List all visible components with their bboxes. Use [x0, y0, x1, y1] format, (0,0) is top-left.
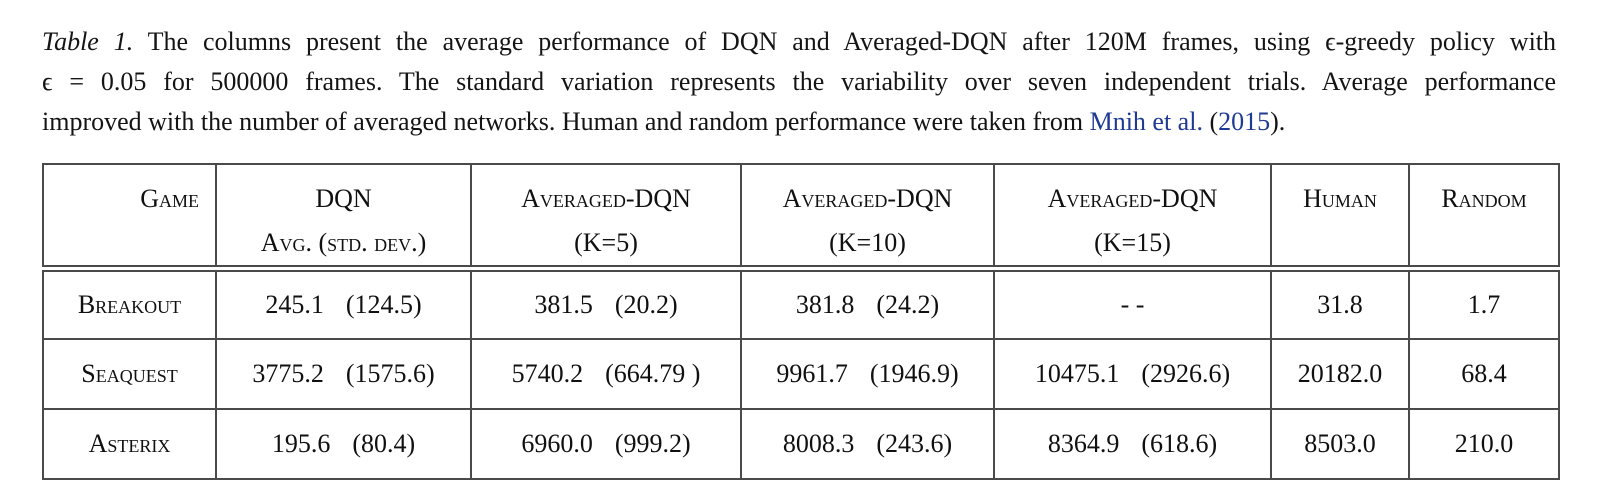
table-caption: Table 1. The columns present the average…	[42, 22, 1556, 142]
avg-value: 8364.9	[1047, 428, 1120, 458]
avg-value: 195.6	[271, 428, 331, 458]
results-table: Game DQN Avg. (std. dev.) Averaged-DQN (K=…	[42, 163, 1560, 480]
game-name-cell: Breakout	[42, 267, 217, 340]
adqn-k10-score-cell: 9961.7 (1946.9)	[740, 337, 995, 410]
table-row-breakout: Breakout 245.1 (124.5) 381.5 (20.2) 381.8 (…	[42, 267, 1560, 340]
std-dev-value: (1575.6)	[345, 358, 435, 388]
adqn-k5-score-cell: 381.5 (20.2)	[470, 267, 742, 340]
adqn-k15-score-cell: - -	[993, 267, 1272, 340]
adqn-k10-score-cell: 381.8 (24.2)	[740, 267, 995, 340]
citation-link[interactable]: Mnih et al.	[1089, 107, 1203, 136]
avg-value: 9961.7	[776, 358, 848, 388]
header-averaged-dqn-k10: Averaged-DQN (K=10)	[740, 163, 995, 272]
game-name-cell: Seaquest	[42, 337, 217, 410]
std-dev-value: (664.79 )	[605, 358, 701, 388]
header-random: Random	[1408, 163, 1560, 272]
avg-value: 8008.3	[782, 428, 855, 458]
caption-line-1: Table 1. The columns present the average…	[42, 22, 1556, 62]
dqn-score-cell: 3775.2 (1575.6)	[215, 337, 472, 410]
std-dev-value: (24.2)	[876, 289, 940, 319]
caption-text-2: ϵ = 0.05 for 500000 frames. The standard…	[42, 67, 1556, 96]
adqn-k5-score-cell: 6960.0 (999.2)	[470, 407, 742, 480]
citation-close-paren: ).	[1270, 107, 1286, 136]
header-game: Game	[42, 163, 217, 272]
caption-text-3: improved with the number of averaged net…	[42, 107, 1090, 136]
std-dev-value: (80.4)	[352, 428, 416, 458]
caption-line-2: ϵ = 0.05 for 500000 frames. The standard…	[42, 62, 1556, 102]
results-table-container: Game DQN Avg. (std. dev.) Averaged-DQN (K=…	[42, 163, 1560, 480]
avg-value: 10475.1	[1034, 358, 1120, 388]
header-row: Game DQN Avg. (std. dev.) Averaged-DQN (K=…	[42, 163, 1560, 272]
citation-year-link[interactable]: 2015	[1218, 107, 1271, 136]
header-human: Human	[1270, 163, 1410, 272]
dqn-score-cell: 245.1 (124.5)	[215, 267, 472, 340]
citation-open-paren: (	[1209, 107, 1219, 136]
std-dev-value: (1946.9)	[869, 358, 959, 388]
avg-value: 381.8	[795, 289, 855, 319]
header-averaged-dqn-k5: Averaged-DQN (K=5)	[470, 163, 742, 272]
human-score-cell: 20182.0	[1270, 337, 1410, 410]
table-row-seaquest: Seaquest 3775.2 (1575.6) 5740.2 (664.79 ) …	[42, 337, 1560, 410]
human-score-cell: 8503.0	[1270, 407, 1410, 480]
adqn-k5-score-cell: 5740.2 (664.79 )	[470, 337, 742, 410]
avg-value: 5740.2	[511, 358, 584, 388]
avg-value: 3775.2	[252, 358, 324, 388]
human-score-cell: 31.8	[1270, 267, 1410, 340]
std-dev-value: (618.6)	[1141, 428, 1218, 458]
std-dev-value: (999.2)	[614, 428, 691, 458]
avg-value: - -	[1120, 289, 1145, 319]
avg-value: 6960.0	[521, 428, 593, 458]
caption-line-3: improved with the number of averaged net…	[42, 102, 1556, 142]
adqn-k10-score-cell: 8008.3 (243.6)	[740, 407, 995, 480]
random-score-cell: 68.4	[1408, 337, 1560, 410]
std-dev-value: (20.2)	[614, 289, 678, 319]
caption-label: Table 1.	[42, 27, 134, 56]
dqn-score-cell: 195.6 (80.4)	[215, 407, 472, 480]
avg-value: 381.5	[534, 289, 593, 319]
header-dqn: DQN Avg. (std. dev.)	[215, 163, 472, 272]
game-name-cell: Asterix	[42, 407, 217, 480]
std-dev-value: (243.6)	[876, 428, 953, 458]
random-score-cell: 210.0	[1408, 407, 1560, 480]
adqn-k15-score-cell: 8364.9 (618.6)	[993, 407, 1272, 480]
random-score-cell: 1.7	[1408, 267, 1560, 340]
table-row-asterix: Asterix 195.6 (80.4) 6960.0 (999.2) 8008.3…	[42, 407, 1560, 480]
avg-value: 245.1	[265, 289, 324, 319]
std-dev-value: (124.5)	[345, 289, 422, 319]
caption-text-1: The columns present the average performa…	[147, 27, 1557, 56]
adqn-k15-score-cell: 10475.1 (2926.6)	[993, 337, 1272, 410]
std-dev-value: (2926.6)	[1141, 358, 1231, 388]
header-averaged-dqn-k15: Averaged-DQN (K=15)	[993, 163, 1272, 272]
